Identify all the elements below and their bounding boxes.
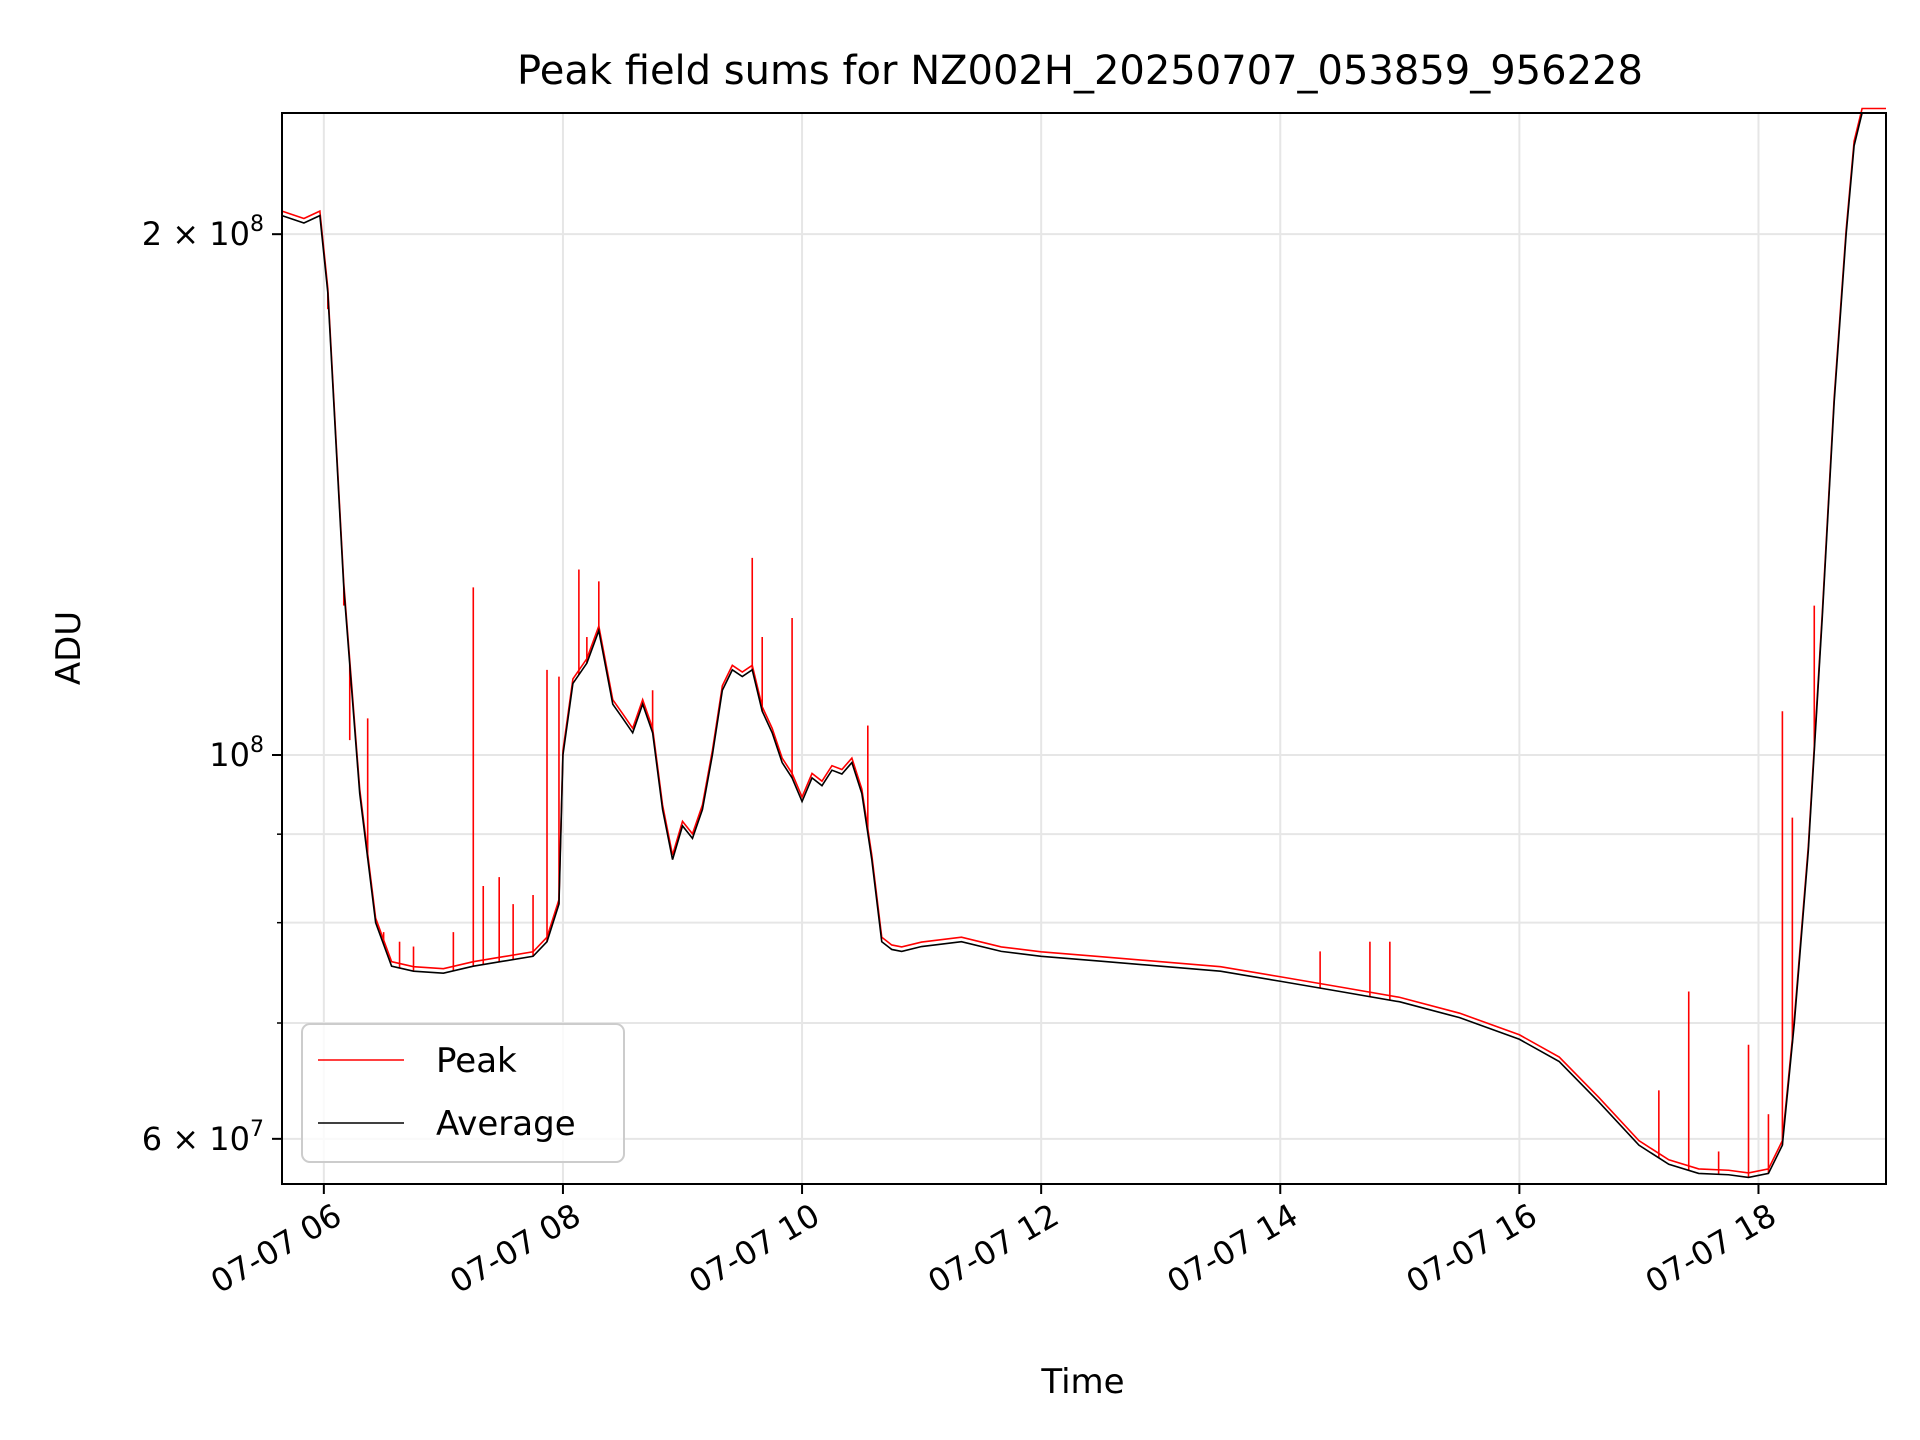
y-tick-label: 2 × 108 [142, 212, 264, 253]
legend-peak-label: Peak [436, 1041, 517, 1081]
legend-average-label: Average [436, 1104, 576, 1144]
average-series-line [281, 112, 1886, 1179]
legend-box [301, 1023, 625, 1163]
y-tick-label: 6 × 107 [142, 1117, 264, 1158]
y-axis-label: ADU [49, 611, 89, 685]
legend: Peak Average [301, 1023, 625, 1163]
x-axis-label: Time [1040, 1362, 1124, 1402]
series-layer [281, 107, 1886, 1179]
peak-series-line [281, 107, 1886, 1174]
chart-title: Peak field sums for NZ002H_20250707_0538… [517, 48, 1643, 94]
plot-frame [281, 112, 1887, 1185]
